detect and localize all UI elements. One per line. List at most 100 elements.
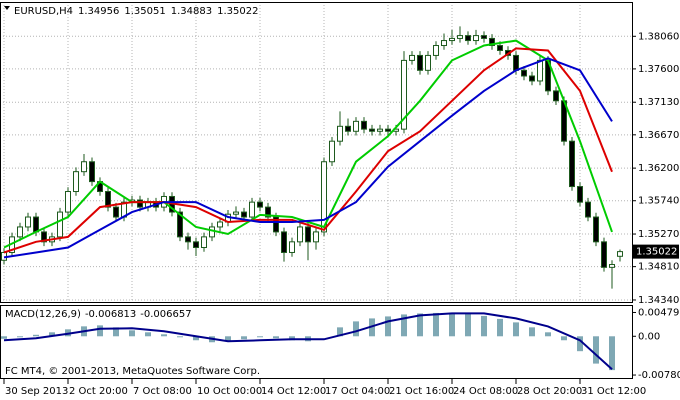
histogram-bar	[561, 336, 567, 341]
histogram-bar	[145, 332, 151, 337]
candle-body	[41, 231, 47, 243]
histogram-bar	[225, 336, 231, 342]
candle-body	[73, 171, 79, 193]
candle-body	[601, 241, 607, 268]
histogram-bar	[337, 327, 343, 337]
candle-body	[553, 90, 559, 102]
candle-body	[281, 231, 287, 253]
candle-body	[137, 199, 143, 208]
candle-body	[89, 161, 95, 183]
histogram-bar	[257, 336, 263, 338]
candle-body	[593, 216, 599, 243]
candle-body	[377, 128, 383, 132]
indicator-line	[3, 39, 613, 249]
histogram-bar	[177, 336, 183, 338]
candle-body	[473, 35, 479, 42]
histogram-bar	[449, 312, 455, 337]
macd-main-value: -0.006813	[85, 309, 136, 320]
x-tick-label: 30 Sep 2013	[5, 386, 68, 397]
histogram-bar	[1, 336, 7, 339]
y-tick-label: 1.38060	[638, 31, 679, 42]
candle-body	[257, 201, 263, 208]
candle-body	[289, 241, 295, 253]
y-tick-label: 1.36670	[638, 130, 679, 141]
candle-body	[497, 45, 503, 51]
histogram-bar	[545, 332, 551, 337]
x-tick-label: 21 Oct 16:00	[389, 386, 454, 397]
x-tick-label: 17 Oct 04:00	[325, 386, 390, 397]
histogram-bar	[385, 316, 391, 337]
histogram-bar	[241, 336, 247, 340]
header-close: 1.35022	[217, 6, 258, 17]
histogram-bar	[401, 314, 407, 337]
histogram-bar	[433, 312, 439, 337]
histogram-bar	[577, 336, 583, 352]
candle-body	[521, 69, 527, 77]
histogram-bar	[273, 336, 279, 339]
histogram-bar	[97, 325, 103, 337]
candle-body	[209, 226, 215, 238]
candle-body	[57, 211, 63, 238]
candle-body	[417, 54, 423, 71]
candle-body	[449, 37, 455, 42]
candle-body	[81, 161, 87, 173]
header-low: 1.34883	[171, 6, 212, 17]
x-tick-label: 14 Oct 12:00	[261, 386, 326, 397]
header-icon	[4, 6, 10, 10]
histogram-bar	[609, 336, 615, 371]
candle-body	[329, 140, 335, 163]
histogram-bar	[593, 336, 599, 364]
y-tick-label: 1.37130	[638, 97, 679, 108]
candle-body	[585, 201, 591, 218]
candle-body	[577, 186, 583, 203]
candle-body	[369, 128, 375, 132]
indicator-line	[3, 47, 613, 254]
candle-body	[353, 120, 359, 132]
histogram-bar	[129, 330, 135, 337]
candle-body	[321, 161, 327, 233]
candle-body	[401, 59, 407, 130]
candle-body	[249, 201, 255, 218]
y-tick-label: 0.004798	[638, 307, 680, 318]
macd-header: MACD(12,26,9) -0.006813 -0.006657	[5, 309, 192, 320]
histogram-bar	[289, 336, 295, 341]
candle-body	[233, 211, 239, 215]
y-tick-label: 1.37600	[638, 64, 679, 75]
candle-body	[337, 125, 343, 142]
macd-frame	[0, 305, 633, 379]
candle-body	[17, 226, 23, 238]
candle-body	[609, 264, 615, 268]
symbol-title: EURUSD,H4	[14, 6, 73, 17]
header: EURUSD,H4 1.34956 1.35051 1.34883 1.35022	[14, 6, 258, 17]
indicator-line	[3, 57, 613, 259]
y-tick-label: -0.007806	[638, 370, 680, 381]
indicator-line	[3, 312, 613, 371]
x-tick-label: 24 Oct 08:00	[453, 386, 518, 397]
y-tick-label: 0.00	[638, 331, 660, 342]
x-tick-label: 28 Oct 20:00	[517, 386, 582, 397]
candle-body	[113, 206, 119, 218]
candle-body	[265, 206, 271, 218]
histogram-bar	[353, 321, 359, 337]
candle-body	[425, 54, 431, 71]
candle-body	[177, 211, 183, 238]
histogram-bar	[497, 318, 503, 337]
price-label-box	[633, 244, 679, 259]
plot-layer	[0, 2, 636, 384]
y-tick-label: 1.35270	[638, 229, 679, 240]
histogram-bar	[481, 315, 487, 337]
candle-body	[361, 120, 367, 130]
candle-body	[193, 241, 199, 249]
y-tick-label: 1.36200	[638, 163, 679, 174]
candle-body	[409, 54, 415, 61]
header-open: 1.34956	[78, 6, 119, 17]
histogram-bar	[17, 336, 23, 338]
candle-body	[385, 128, 391, 132]
price-label: 1.35022	[636, 247, 677, 258]
candle-body	[297, 226, 303, 243]
histogram-bar	[465, 313, 471, 337]
candle-body	[529, 75, 535, 82]
histogram-bar	[113, 327, 119, 337]
candle-body	[345, 125, 351, 132]
